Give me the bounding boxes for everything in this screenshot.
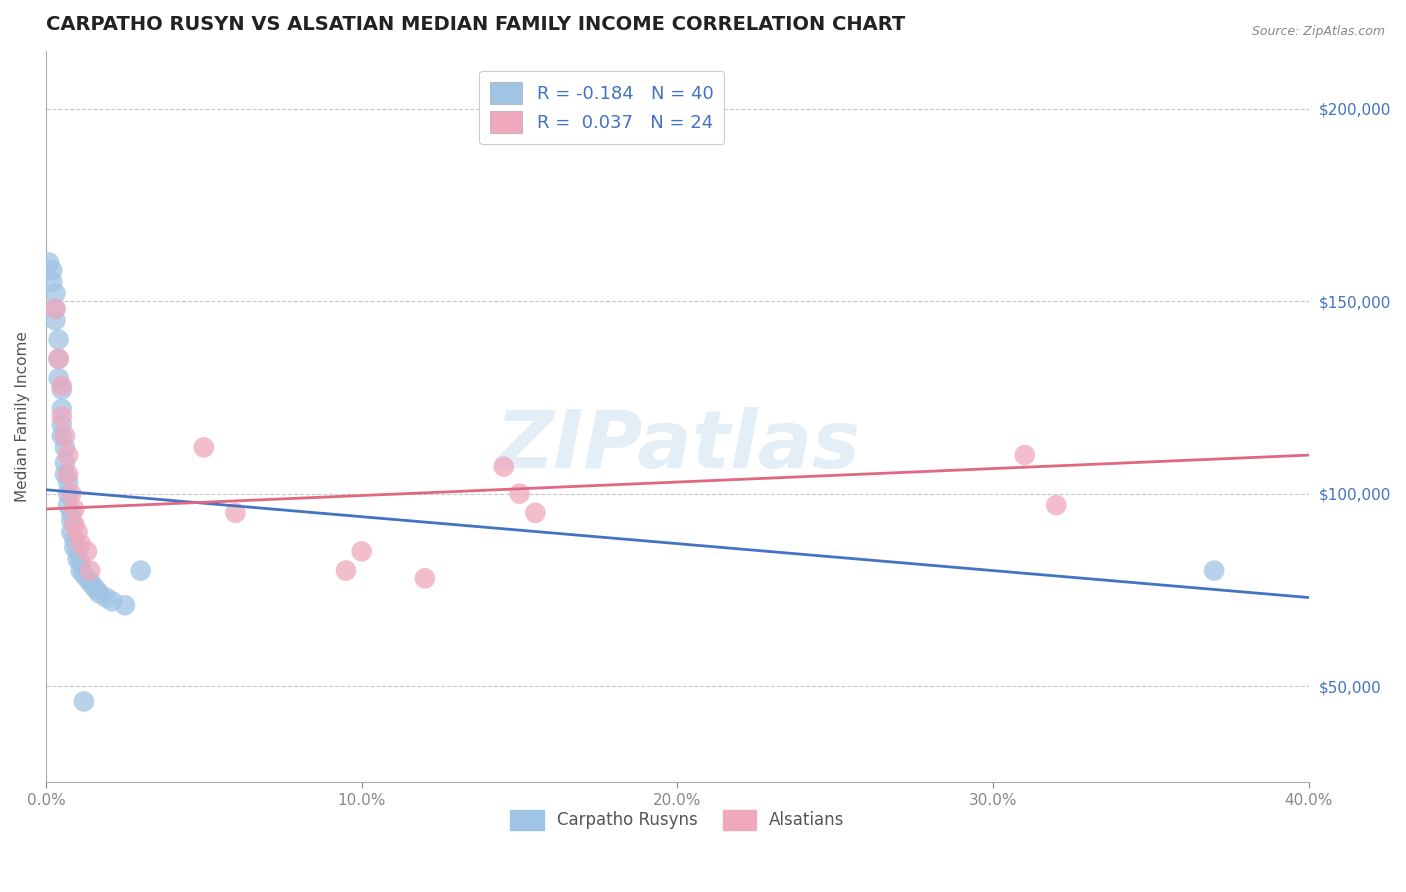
Point (44, 301, 66, 316)
Point (63, 502, 86, 516)
Point (350, 544, 373, 558)
Point (66, 525, 89, 540)
Point (76, 571, 98, 585)
Point (41, 263, 63, 277)
Point (94, 591, 117, 605)
Point (79, 575, 101, 590)
Point (69, 564, 91, 578)
Point (82, 579, 104, 593)
Point (48, 351, 70, 366)
Point (60, 514, 83, 528)
Point (44, 301, 66, 316)
Point (63, 517, 86, 532)
Point (224, 506, 246, 520)
Point (1204, 564, 1226, 578)
Point (56, 448, 79, 462)
Point (193, 441, 215, 455)
Legend: Carpatho Rusyns, Alsatians: Carpatho Rusyns, Alsatians (503, 804, 852, 836)
Point (48, 371, 70, 385)
Point (509, 486, 531, 500)
Point (1045, 498, 1067, 512)
Point (66, 544, 89, 558)
Point (51, 429, 73, 443)
Point (73, 694, 96, 708)
Point (53, 441, 76, 455)
Point (56, 475, 79, 489)
Point (524, 506, 547, 520)
Point (53, 429, 76, 443)
Point (1014, 448, 1036, 462)
Point (44, 313, 66, 327)
Text: Source: ZipAtlas.com: Source: ZipAtlas.com (1251, 25, 1385, 38)
Point (48, 333, 70, 347)
Point (51, 417, 73, 432)
Point (38, 255, 60, 269)
Point (60, 525, 83, 540)
Point (76, 544, 98, 558)
Point (335, 564, 357, 578)
Point (413, 571, 436, 585)
Text: ZIPatlas: ZIPatlas (495, 407, 860, 485)
Point (53, 467, 76, 482)
Point (129, 564, 152, 578)
Point (56, 498, 79, 512)
Point (41, 275, 63, 289)
Point (60, 486, 83, 500)
Point (56, 486, 79, 500)
Point (63, 533, 86, 547)
Point (51, 379, 73, 393)
Point (89, 587, 111, 601)
Point (492, 459, 515, 474)
Point (66, 552, 89, 566)
Y-axis label: Median Family Income: Median Family Income (15, 331, 30, 502)
Point (53, 456, 76, 470)
Point (101, 594, 124, 608)
Point (48, 351, 70, 366)
Point (51, 409, 73, 424)
Point (60, 506, 83, 520)
Point (44, 286, 66, 301)
Point (69, 536, 91, 550)
Point (63, 541, 86, 555)
Point (73, 567, 96, 582)
Point (79, 564, 101, 578)
Point (51, 401, 73, 416)
Point (51, 383, 73, 397)
Point (69, 556, 91, 570)
Point (56, 467, 79, 482)
Text: CARPATHO RUSYN VS ALSATIAN MEDIAN FAMILY INCOME CORRELATION CHART: CARPATHO RUSYN VS ALSATIAN MEDIAN FAMILY… (46, 15, 905, 34)
Point (114, 599, 136, 613)
Point (86, 582, 108, 597)
